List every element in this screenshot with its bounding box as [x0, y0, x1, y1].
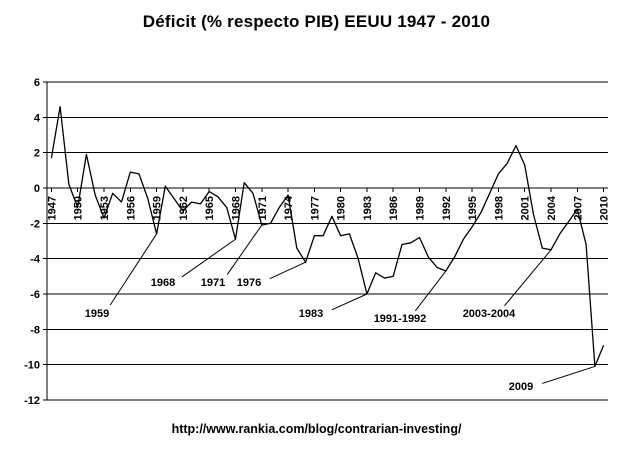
y-axis-label: -4: [30, 254, 41, 266]
annotation-label: 2009: [509, 381, 533, 393]
y-axis-label: -6: [30, 289, 40, 301]
series-line: [50, 106, 605, 368]
x-axis-label: 1962: [178, 196, 190, 220]
x-axis-label: 1980: [336, 196, 348, 220]
annotation-label: 1991-1992: [374, 313, 427, 325]
source-url-text: http://www.rankia.com/blog/contrarian-in…: [171, 422, 462, 436]
y-axis-label: 6: [34, 77, 40, 89]
x-axis-label: 1986: [388, 196, 400, 220]
y-axis-label: 0: [34, 183, 40, 195]
x-axis-label: 1989: [415, 196, 427, 220]
annotation-leader-line: [542, 365, 596, 384]
y-axis-label: -8: [30, 324, 40, 336]
x-axis-label: 2007: [572, 196, 584, 220]
x-axis-label: 2001: [520, 196, 532, 220]
x-axis-label: 1965: [204, 196, 216, 220]
x-axis-label: 2004: [546, 195, 558, 220]
annotation-leader-line: [269, 261, 306, 280]
x-axis-label: 1947: [46, 196, 58, 220]
x-axis-label: 2010: [599, 196, 611, 220]
y-axis-label: -12: [24, 395, 40, 407]
annotation-leader-line: [109, 233, 157, 306]
x-axis-label: 1974: [283, 195, 295, 220]
annotation-label: 2003-2004: [463, 308, 516, 320]
x-axis-label: 1992: [441, 196, 453, 220]
x-axis-label: 1977: [309, 196, 321, 220]
annotation-leader-line: [414, 270, 447, 312]
annotation-leader-line: [331, 293, 368, 311]
annotation-leader-line: [504, 249, 552, 307]
y-axis-label: -2: [30, 218, 40, 230]
annotation-leader-line: [226, 224, 263, 275]
x-axis-label: 1995: [467, 196, 479, 220]
annotation-label: 1983: [299, 308, 323, 320]
annotation-label: 1959: [85, 308, 109, 320]
y-axis-label: 2: [34, 148, 40, 160]
y-axis-label: -10: [24, 360, 40, 372]
annotation-label: 1971: [201, 277, 225, 289]
annotation-label: 1976: [237, 277, 261, 289]
x-axis-label: 1983: [362, 196, 374, 220]
annotation-leader-line: [181, 238, 236, 278]
y-axis-label: 4: [34, 112, 41, 124]
annotation-label: 1968: [151, 277, 175, 289]
chart-title: Déficit (% respecto PIB) EEUU 1947 - 201…: [142, 12, 491, 31]
x-axis-label: 1971: [257, 196, 269, 220]
x-axis-label: 1956: [125, 196, 137, 220]
x-axis-label: 1998: [493, 196, 505, 220]
